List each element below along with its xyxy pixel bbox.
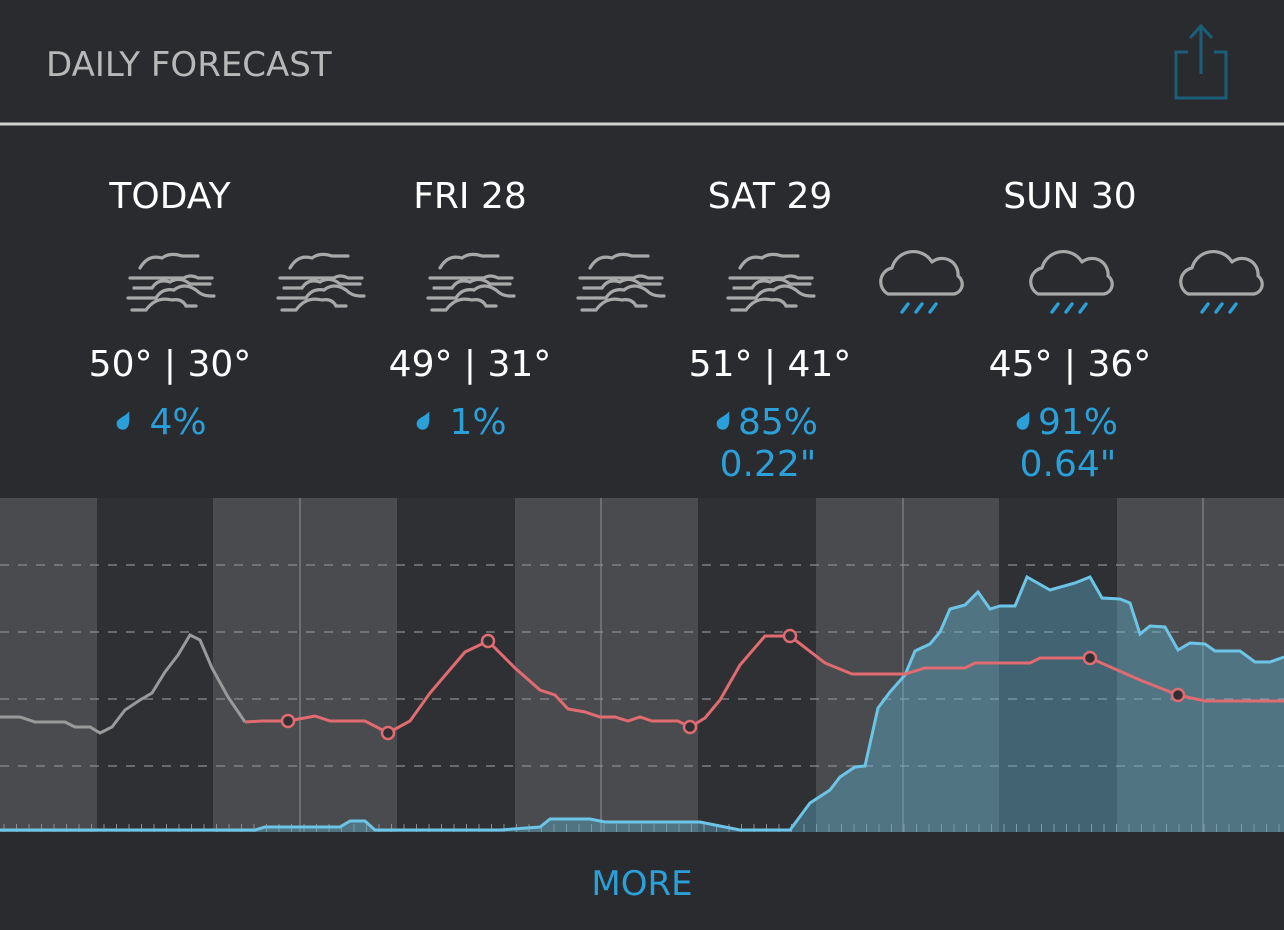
temperatures: 49° | 31° bbox=[389, 344, 552, 385]
day-label: SUN 30 bbox=[1003, 176, 1136, 217]
precip-chance: 4% bbox=[149, 402, 206, 443]
rain-drop-icon bbox=[114, 408, 134, 432]
share-button[interactable] bbox=[1174, 23, 1228, 100]
precip-chance: 91% bbox=[1038, 402, 1118, 443]
more-button[interactable]: MORE bbox=[591, 864, 692, 904]
header-title: DAILY FORECAST bbox=[46, 45, 332, 85]
precip-chance: 1% bbox=[449, 402, 506, 443]
precip-amount: 0.22" bbox=[720, 444, 817, 485]
rain-drop-icon bbox=[714, 408, 734, 432]
day-label: SAT 29 bbox=[708, 176, 833, 217]
temperatures: 51° | 41° bbox=[689, 344, 852, 385]
day-columns: TODAY 50° | 30° 4% FRI 28 49° | 31° 1% SAT 29 5… bbox=[89, 176, 1152, 485]
precip-amount: 0.64" bbox=[1020, 444, 1117, 485]
rain-drop-icon bbox=[1014, 408, 1034, 432]
day-label: FRI 28 bbox=[413, 176, 527, 217]
hourly-graph bbox=[0, 498, 1284, 832]
footer bbox=[0, 832, 1284, 930]
weather-icons bbox=[126, 249, 1264, 314]
day-label: TODAY bbox=[108, 176, 231, 217]
temperatures: 45° | 36° bbox=[989, 344, 1152, 385]
temperatures: 50° | 30° bbox=[89, 344, 252, 385]
rain-drop-icon bbox=[414, 408, 434, 432]
precip-chance: 85% bbox=[738, 402, 818, 443]
